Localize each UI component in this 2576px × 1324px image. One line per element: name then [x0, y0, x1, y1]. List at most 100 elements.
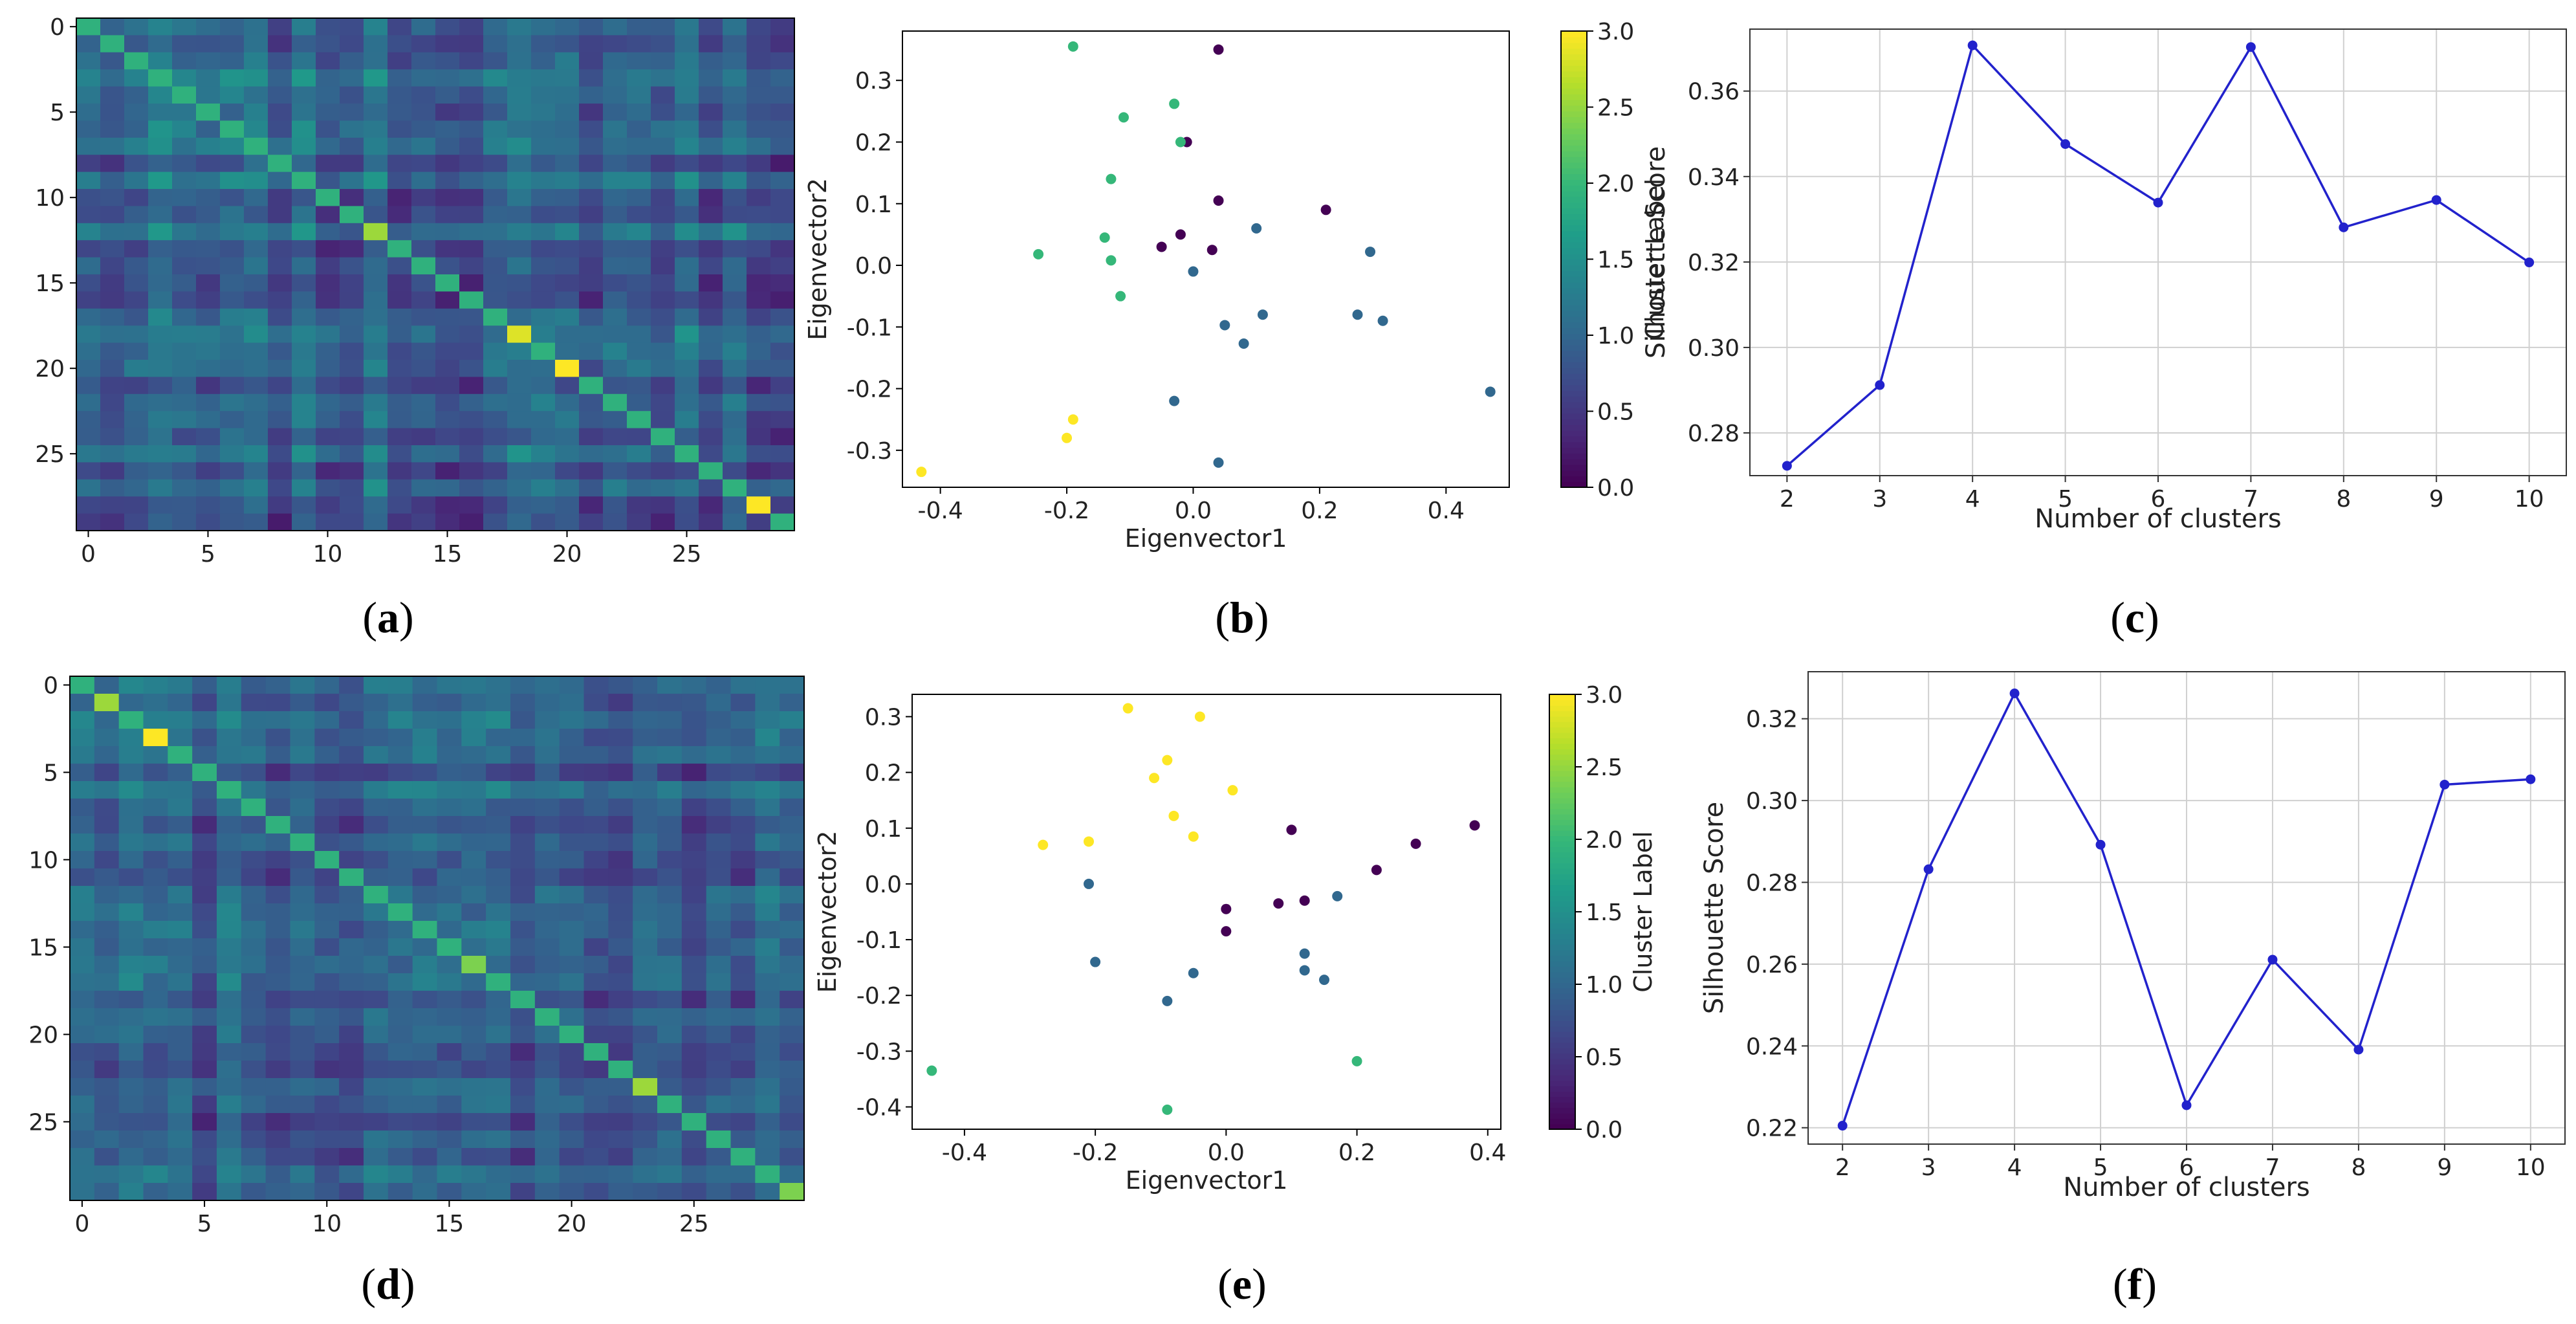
heatmap-cell — [339, 746, 364, 764]
heatmap-cell — [657, 938, 682, 956]
heatmap-cell — [486, 1061, 511, 1079]
heatmap-cell — [220, 428, 245, 446]
heatmap-cell — [241, 711, 267, 729]
data-point — [1194, 711, 1205, 722]
heatmap-cell — [531, 393, 556, 412]
y-tick-label: 0.22 — [1746, 1116, 1798, 1142]
heatmap-cell — [340, 155, 364, 173]
heatmap-cell — [627, 171, 651, 190]
colorbar-segment — [1549, 922, 1575, 929]
heatmap-cell — [340, 360, 364, 377]
x-tick-label: 8 — [2351, 1154, 2366, 1181]
heatmap-cell — [461, 816, 486, 834]
heatmap-cell — [364, 833, 389, 852]
heatmap-cell — [143, 781, 168, 799]
heatmap-cell — [459, 308, 484, 326]
heatmap-cell — [314, 868, 340, 887]
heatmap-cell — [364, 52, 388, 70]
heatmap-cell — [168, 851, 193, 869]
heatmap-cell — [268, 137, 292, 155]
data-point — [1299, 948, 1310, 959]
data-point — [2153, 197, 2163, 208]
colorbar-segment — [1549, 999, 1575, 1005]
heatmap-cell — [340, 325, 364, 344]
heatmap-cell — [76, 223, 101, 241]
y-tick-label: 0.32 — [1688, 250, 1740, 276]
heatmap-cell — [268, 52, 292, 70]
heatmap-cell — [531, 496, 556, 514]
data-point — [1118, 112, 1129, 123]
heatmap-cell — [770, 52, 795, 70]
heatmap-cell — [675, 325, 699, 344]
heatmap-cell — [168, 711, 193, 729]
heatmap-cell — [706, 921, 732, 939]
heatmap-cell — [94, 1078, 120, 1096]
heatmap-cell — [559, 1131, 585, 1149]
heatmap-cell — [364, 86, 388, 104]
heatmap-cell — [534, 816, 560, 834]
heatmap-cell — [437, 1165, 462, 1184]
heatmap-cell — [387, 868, 413, 887]
heatmap-cell — [340, 69, 364, 87]
heatmap-cell — [364, 1096, 389, 1114]
colorbar-segment — [1561, 390, 1587, 397]
heatmap-cell — [608, 746, 633, 764]
heatmap-cell — [534, 764, 560, 782]
colorbar-segment — [1549, 797, 1575, 804]
heatmap-cell — [633, 1043, 658, 1061]
heatmap-cell — [76, 411, 101, 429]
heatmap-cell — [461, 1043, 486, 1061]
heatmap-cell — [555, 120, 580, 138]
heatmap-cell — [730, 1026, 756, 1044]
colorbar-segment — [1549, 976, 1575, 983]
heatmap-cell — [507, 69, 532, 87]
heatmap-cell — [651, 291, 675, 309]
heatmap-cell — [364, 903, 389, 921]
heatmap-cell — [143, 868, 168, 887]
heatmap-cell — [192, 991, 217, 1009]
y-tick-label: 0.28 — [1746, 870, 1798, 896]
heatmap-cell — [507, 86, 532, 104]
heatmap-cell — [168, 746, 193, 764]
heatmap-cell — [143, 851, 168, 869]
heatmap-cell — [268, 120, 292, 138]
heatmap-cell — [241, 1061, 267, 1079]
y-axis-label: Silhouette Score — [1641, 146, 1671, 359]
heatmap-cell — [657, 1096, 682, 1114]
x-axis-label: Eigenvector1 — [1125, 524, 1287, 553]
heatmap-cell — [559, 729, 585, 747]
heatmap-cell — [681, 1096, 707, 1114]
heatmap-cell — [143, 903, 168, 921]
heatmap-cell — [657, 816, 682, 834]
heatmap-cell — [780, 991, 805, 1009]
heatmap-cell — [148, 513, 173, 531]
heatmap-cell — [675, 274, 699, 292]
heatmap-cell — [555, 291, 580, 309]
heatmap-cell — [723, 35, 747, 53]
heatmap-cell — [220, 274, 245, 292]
heatmap-cell — [364, 1008, 389, 1026]
heatmap-cell — [76, 120, 101, 138]
heatmap-cell — [339, 711, 364, 729]
heatmap-cell — [412, 1113, 438, 1131]
heatmap-cell — [579, 189, 604, 206]
heatmap-cell — [340, 52, 364, 70]
heatmap-cell — [364, 938, 389, 956]
heatmap-cell — [412, 1165, 438, 1184]
heatmap-cell — [461, 1148, 486, 1166]
heatmap-cell — [555, 479, 580, 497]
heatmap-cell — [555, 513, 580, 531]
scatter-b: -0.4 -0.2 0.0 0.2 0.4-0.3-0.2-0.10.00.10.20.… — [803, 19, 1669, 553]
heatmap-cell — [387, 1096, 413, 1114]
data-point — [1213, 44, 1224, 55]
heatmap-cell — [387, 479, 412, 497]
heatmap-cell — [94, 921, 120, 939]
heatmap-cell — [510, 1061, 536, 1079]
heatmap-cell — [364, 479, 388, 497]
heatmap-cell — [292, 120, 316, 138]
y-tick-label: 0.30 — [1746, 788, 1798, 815]
colorbar-segment — [1549, 1042, 1575, 1048]
heatmap-cell — [531, 155, 556, 173]
heatmap-cell — [770, 155, 795, 173]
